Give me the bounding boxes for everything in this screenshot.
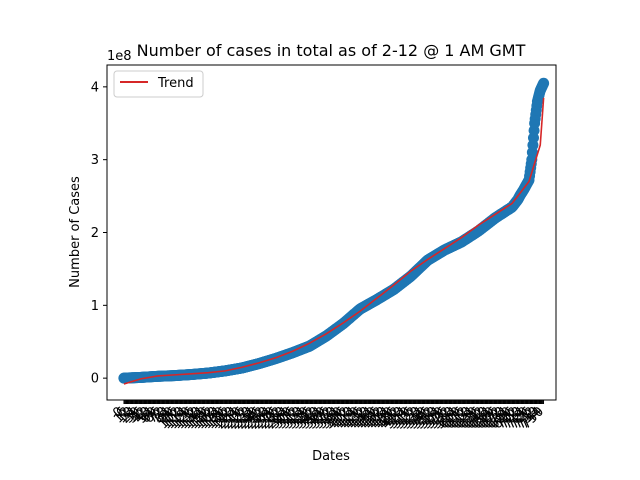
y-axis-label: Number of Cases [68, 176, 83, 288]
y-tick-label: 1 [91, 299, 99, 314]
legend-box [113, 70, 204, 98]
y-tick-label: 4 [91, 80, 99, 95]
data-point [538, 77, 550, 89]
plot-area [106, 64, 557, 401]
trend-series [123, 97, 545, 385]
y-tick-label: 3 [91, 153, 99, 168]
y-tick-label: 0 [91, 372, 99, 387]
x-axis: 0612182430364248546066727884909610210811… [110, 400, 547, 432]
y-axis: 0 1 2 3 4 [91, 80, 107, 387]
axes-frame [106, 64, 557, 401]
y-offset-label: 1e8 [107, 49, 132, 64]
legend: Trend [113, 70, 204, 98]
scatter-series [118, 77, 550, 384]
x-axis-label: Dates [312, 449, 350, 464]
y-tick-label: 2 [91, 226, 99, 241]
chart-title: Number of cases in total as of 2-12 @ 1 … [137, 41, 526, 60]
legend-label-trend: Trend [157, 76, 194, 91]
trend-line [123, 97, 545, 385]
